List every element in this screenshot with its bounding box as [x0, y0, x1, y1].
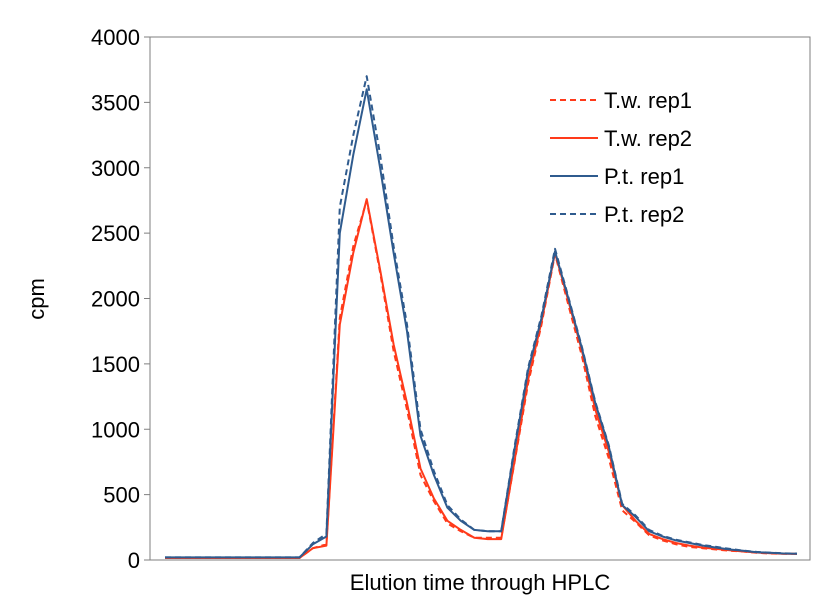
legend-label-3: P.t. rep1 [604, 164, 684, 189]
y-axis-tick-labels: 0 500 1000 1500 2000 2500 3000 3500 4000 [91, 25, 140, 573]
series-line-3 [165, 88, 798, 559]
legend: T.w. rep1 T.w. rep2 P.t. rep1 P.t. rep2 [550, 88, 692, 227]
series-line-2 [165, 198, 798, 559]
series-line-4 [165, 75, 798, 559]
legend-label-4: P.t. rep2 [604, 202, 684, 227]
legend-label-2: T.w. rep2 [604, 126, 692, 151]
y-tick-label: 4000 [91, 25, 140, 50]
y-tick-label: 2500 [91, 221, 140, 246]
y-tick-label: 3000 [91, 156, 140, 181]
y-tick-label: 1000 [91, 417, 140, 442]
y-tick-label: 3500 [91, 90, 140, 115]
x-axis-title: Elution time through HPLC [350, 570, 611, 595]
plot-frame [149, 36, 811, 561]
legend-label-1: T.w. rep1 [604, 88, 692, 113]
y-axis-title: cpm [24, 278, 49, 320]
y-tick-label: 2000 [91, 287, 140, 312]
y-tick-label: 500 [103, 483, 140, 508]
y-tick-label: 0 [128, 548, 140, 573]
y-axis-ticks [144, 36, 150, 561]
y-tick-label: 1500 [91, 352, 140, 377]
series-lines [165, 75, 798, 559]
series-line-1 [165, 199, 798, 559]
